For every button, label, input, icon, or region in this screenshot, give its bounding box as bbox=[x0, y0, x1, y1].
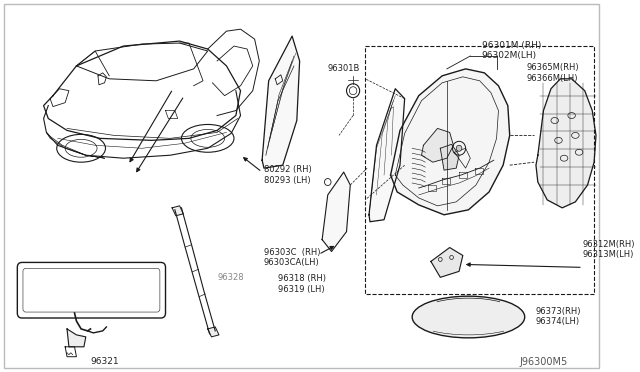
Polygon shape bbox=[322, 172, 350, 251]
Bar bbox=[365, 46, 594, 294]
Text: J96300M5: J96300M5 bbox=[519, 357, 567, 367]
Text: 96301M (RH)
96302M(LH): 96301M (RH) 96302M(LH) bbox=[481, 41, 541, 61]
Text: 96303C  (RH)
96303CA(LH): 96303C (RH) 96303CA(LH) bbox=[264, 247, 321, 267]
Polygon shape bbox=[67, 329, 86, 347]
Text: 96321: 96321 bbox=[90, 357, 119, 366]
Polygon shape bbox=[390, 69, 509, 215]
Text: 96318 (RH)
96319 (LH): 96318 (RH) 96319 (LH) bbox=[278, 274, 326, 294]
Text: 96373(RH)
96374(LH): 96373(RH) 96374(LH) bbox=[536, 307, 582, 327]
Polygon shape bbox=[208, 327, 219, 337]
Text: 96328: 96328 bbox=[217, 273, 244, 282]
Polygon shape bbox=[431, 247, 463, 277]
Polygon shape bbox=[369, 89, 404, 222]
Text: 96301B: 96301B bbox=[328, 64, 360, 73]
Polygon shape bbox=[262, 36, 300, 168]
Text: 96365M(RH)
96366M(LH): 96365M(RH) 96366M(LH) bbox=[527, 63, 579, 83]
Text: 80292 (RH)
80293 (LH): 80292 (RH) 80293 (LH) bbox=[264, 165, 312, 185]
Ellipse shape bbox=[412, 296, 525, 338]
Polygon shape bbox=[536, 79, 596, 208]
Polygon shape bbox=[172, 206, 183, 216]
Text: 96312M(RH)
96313M(LH): 96312M(RH) 96313M(LH) bbox=[583, 240, 636, 259]
Polygon shape bbox=[422, 128, 453, 162]
Ellipse shape bbox=[456, 145, 462, 151]
Polygon shape bbox=[440, 144, 459, 170]
